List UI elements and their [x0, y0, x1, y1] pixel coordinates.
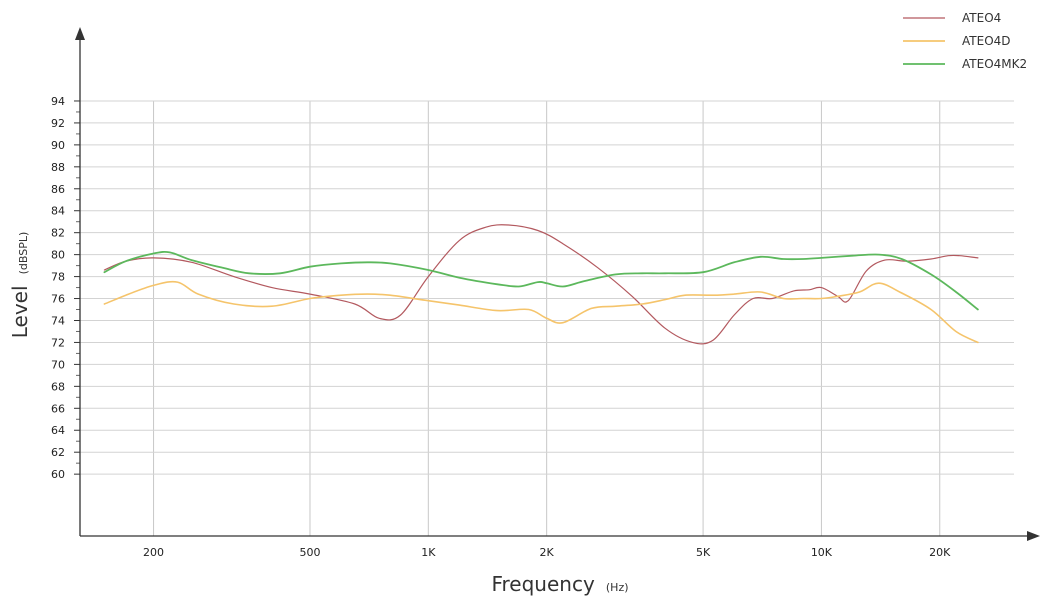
y-tick-label: 78: [51, 271, 65, 284]
legend-label-ateo4d: ATEO4D: [962, 34, 1011, 48]
y-tick-label: 92: [51, 117, 65, 130]
series-line-ateo4: [103, 224, 979, 345]
y-tick-label: 88: [51, 161, 65, 174]
y-axis-arrowhead: [75, 27, 85, 40]
axes: [75, 27, 1040, 541]
y-tick-label: 68: [51, 380, 65, 393]
y-tick-label: 64: [51, 424, 65, 437]
legend: ATEO4 ATEO4D ATEO4MK2: [903, 11, 1027, 71]
y-tick-label: 72: [51, 336, 65, 349]
x-tick-label: 20K: [929, 546, 951, 559]
grid: [74, 100, 1014, 536]
y-tick-label: 74: [51, 314, 65, 327]
legend-label-ateo4: ATEO4: [962, 11, 1001, 25]
y-tick-label: 80: [51, 249, 65, 262]
x-axis-label: Frequency: [491, 572, 594, 596]
x-tick-label: 1K: [421, 546, 436, 559]
y-tick-label: 84: [51, 205, 65, 218]
y-tick-label: 86: [51, 183, 65, 196]
legend-label-ateo4mk2: ATEO4MK2: [962, 57, 1027, 71]
tick-labels: 200 500 1K 2K 5K 10K 20K 60 62 64 66 68 70 72 74 76 78 80…: [51, 95, 951, 559]
x-tick-label: 2K: [540, 546, 555, 559]
y-tick-label: 82: [51, 227, 65, 240]
y-axis-unit: (dBSPL): [17, 232, 30, 275]
y-tick-label: 94: [51, 95, 65, 108]
y-axis-label: Level: [8, 285, 32, 338]
y-axis-title: Level (dBSPL): [8, 232, 32, 339]
y-tick-label: 76: [51, 293, 65, 306]
y-tick-label: 70: [51, 358, 65, 371]
series-line-ateo4mk2: [103, 250, 979, 311]
y-tick-label: 66: [51, 402, 65, 415]
x-axis-unit: (Hz): [606, 581, 629, 594]
x-tick-label: 200: [143, 546, 164, 559]
y-tick-label: 60: [51, 468, 65, 481]
y-tick-label: 90: [51, 139, 65, 152]
x-tick-label: 10K: [811, 546, 833, 559]
y-tick-label: 62: [51, 446, 65, 459]
x-tick-label: 500: [299, 546, 320, 559]
x-tick-label: 5K: [696, 546, 711, 559]
x-axis-arrowhead: [1027, 531, 1040, 541]
series-lines: [103, 224, 979, 345]
series-line-ateo4d: [103, 280, 979, 344]
x-axis-title: Frequency (Hz): [491, 572, 628, 596]
